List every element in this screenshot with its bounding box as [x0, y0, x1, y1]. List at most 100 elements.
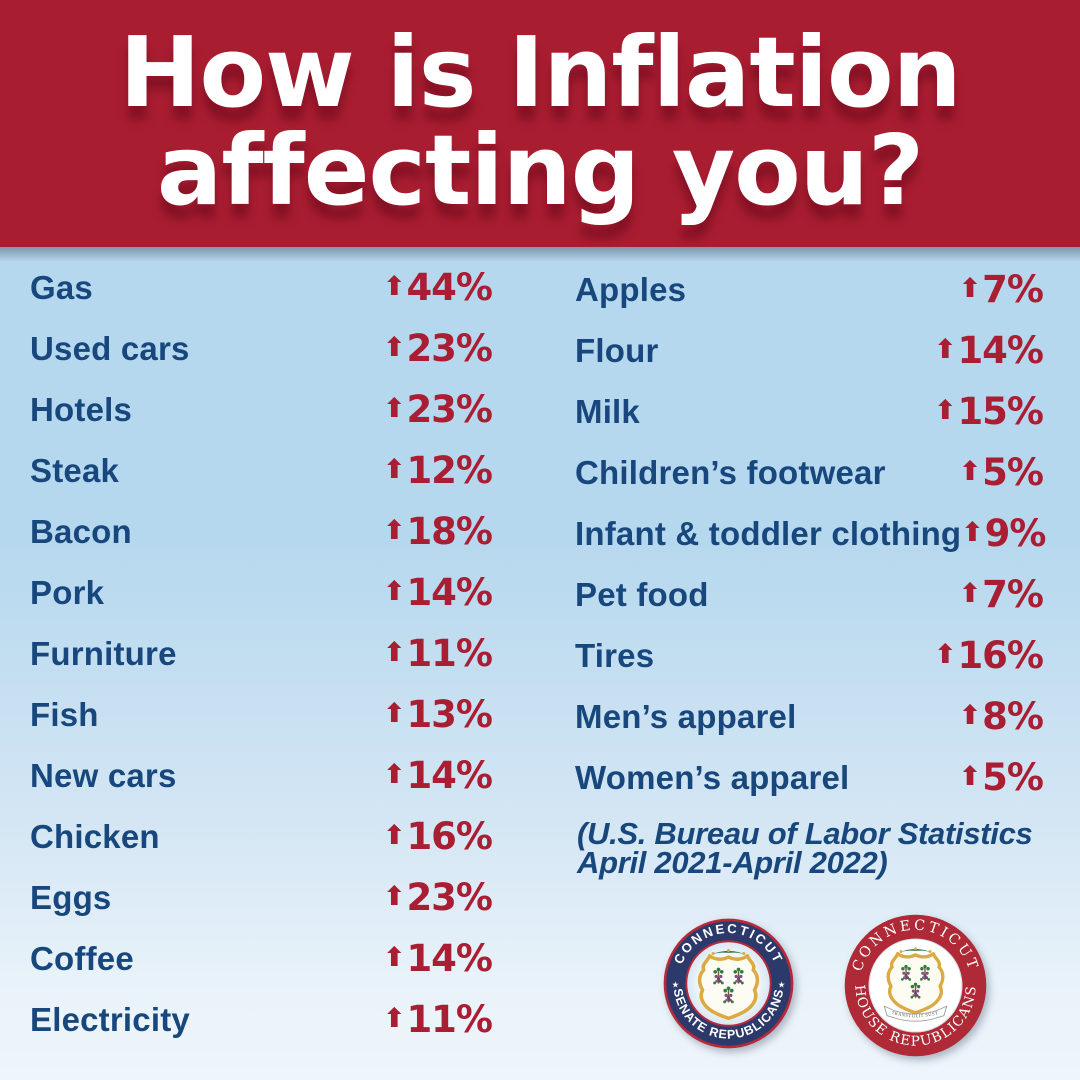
inflation-row: Milk ⬆ 15%: [575, 381, 1044, 442]
up-arrow-icon: ⬆: [383, 942, 405, 973]
item-value: 7%: [982, 573, 1044, 616]
item-value: 16%: [406, 815, 493, 858]
item-label: Men’s apparel: [575, 697, 797, 735]
item-value: 7%: [982, 268, 1044, 311]
item-label: Hotels: [30, 390, 133, 428]
item-change: ⬆ 9%: [961, 512, 1046, 555]
inflation-row: Flour ⬆ 14%: [575, 320, 1044, 381]
item-value: 13%: [406, 693, 493, 736]
ct-house-republicans-seal-icon: CONNECTICUT HOUSE REPUBLICANS QUI TRANST…: [844, 914, 987, 1057]
up-arrow-icon: ⬆: [958, 578, 981, 609]
up-arrow-icon: ⬆: [961, 517, 983, 548]
inflation-row: Furniture ⬆ 11%: [30, 623, 493, 684]
inflation-row: Pet food ⬆ 7%: [575, 564, 1044, 625]
star-icon: ★: [672, 979, 680, 989]
item-label: Electricity: [30, 1000, 190, 1038]
item-change: ⬆ 14%: [934, 329, 1044, 372]
item-change: ⬆ 7%: [958, 573, 1044, 616]
item-label: Infant & toddler clothing: [575, 514, 962, 552]
up-arrow-icon: ⬆: [383, 820, 405, 851]
item-change: ⬆ 15%: [934, 390, 1044, 433]
item-value: 5%: [982, 756, 1044, 799]
item-change: ⬆ 16%: [934, 634, 1044, 677]
page-title: How is Inflation affecting you?: [0, 0, 1080, 220]
item-label: Milk: [575, 392, 640, 430]
up-arrow-icon: ⬆: [383, 332, 405, 363]
inflation-row: Used cars ⬆ 23%: [30, 318, 493, 379]
inflation-row: Women’s apparel ⬆ 5%: [575, 747, 1044, 808]
star-icon: ★: [778, 979, 786, 989]
item-change: ⬆ 16%: [383, 815, 493, 858]
item-change: ⬆ 14%: [383, 754, 493, 797]
item-change: ⬆ 44%: [383, 266, 493, 309]
ct-senate-republicans-seal-icon: CONNECTICUT SENATE REPUBLICANS ★ ★: [663, 918, 794, 1049]
item-change: ⬆ 14%: [383, 937, 493, 980]
item-value: 14%: [406, 754, 493, 797]
item-value: 18%: [406, 510, 493, 553]
item-label: Chicken: [30, 817, 160, 855]
item-change: ⬆ 12%: [383, 449, 493, 492]
item-change: ⬆ 13%: [383, 693, 493, 736]
items-column-right: Apples ⬆ 7% Flour ⬆ 14% Milk ⬆ 15% Children’s foo…: [575, 259, 1046, 808]
inflation-row: Pork ⬆ 14%: [30, 562, 493, 623]
item-label: Eggs: [30, 878, 112, 916]
up-arrow-icon: ⬆: [958, 700, 981, 731]
up-arrow-icon: ⬆: [383, 698, 405, 729]
item-label: Children’s footwear: [575, 453, 886, 491]
item-label: Fish: [30, 695, 99, 733]
up-arrow-icon: ⬆: [958, 761, 981, 792]
item-label: Women’s apparel: [575, 758, 850, 796]
up-arrow-icon: ⬆: [383, 637, 405, 668]
item-value: 11%: [406, 998, 493, 1041]
item-value: 23%: [406, 327, 493, 370]
up-arrow-icon: ⬆: [383, 393, 405, 424]
item-change: ⬆ 7%: [959, 268, 1044, 311]
item-change: ⬆ 5%: [958, 451, 1044, 494]
inflation-row: Gas ⬆ 44%: [30, 257, 493, 318]
item-value: 14%: [406, 937, 493, 980]
item-change: ⬆ 23%: [383, 327, 493, 370]
item-value: 12%: [406, 449, 493, 492]
source-note: (U.S. Bureau of Labor Statistics April 2…: [577, 816, 1052, 877]
item-label: New cars: [30, 756, 177, 794]
inflation-row: Apples ⬆ 7%: [575, 259, 1044, 320]
header-banner: How is Inflation affecting you?: [0, 0, 1080, 262]
item-value: 14%: [406, 571, 493, 614]
item-label: Furniture: [30, 634, 177, 672]
inflation-row: Steak ⬆ 12%: [30, 440, 493, 501]
item-value: 8%: [982, 695, 1044, 738]
item-change: ⬆ 8%: [958, 695, 1044, 738]
item-label: Apples: [575, 270, 687, 308]
item-value: 15%: [957, 390, 1044, 433]
inflation-row: Fish ⬆ 13%: [30, 684, 493, 745]
up-arrow-icon: ⬆: [958, 456, 981, 487]
inflation-row: Electricity ⬆ 11%: [30, 989, 493, 1050]
item-change: ⬆ 5%: [958, 756, 1044, 799]
item-label: Tires: [575, 636, 655, 674]
inflation-row: Chicken ⬆ 16%: [30, 806, 493, 867]
item-label: Steak: [30, 451, 120, 489]
up-arrow-icon: ⬆: [383, 454, 405, 485]
inflation-row: Infant & toddler clothing ⬆ 9%: [575, 503, 1046, 564]
item-value: 44%: [406, 266, 493, 309]
up-arrow-icon: ⬆: [383, 515, 405, 546]
item-label: Pork: [30, 573, 105, 611]
up-arrow-icon: ⬆: [934, 639, 956, 670]
up-arrow-icon: ⬆: [383, 271, 405, 302]
inflation-row: New cars ⬆ 14%: [30, 745, 493, 806]
item-change: ⬆ 14%: [383, 571, 493, 614]
inflation-row: Coffee ⬆ 14%: [30, 928, 493, 989]
ct-coat-of-arms: QUI TRANSTULIT SUSTINET: [883, 947, 948, 1022]
inflation-row: Hotels ⬆ 23%: [30, 379, 493, 440]
item-value: 5%: [982, 451, 1044, 494]
up-arrow-icon: ⬆: [383, 576, 405, 607]
source-note-line1: (U.S. Bureau of Labor Statistics: [577, 816, 1033, 851]
item-label: Bacon: [30, 512, 132, 550]
ct-coat-of-arms: [700, 949, 758, 1018]
inflation-row: Tires ⬆ 16%: [575, 625, 1044, 686]
item-value: 23%: [406, 388, 493, 431]
item-change: ⬆ 23%: [383, 388, 493, 431]
motto-ribbon: [883, 1005, 948, 1022]
up-arrow-icon: ⬆: [934, 334, 956, 365]
